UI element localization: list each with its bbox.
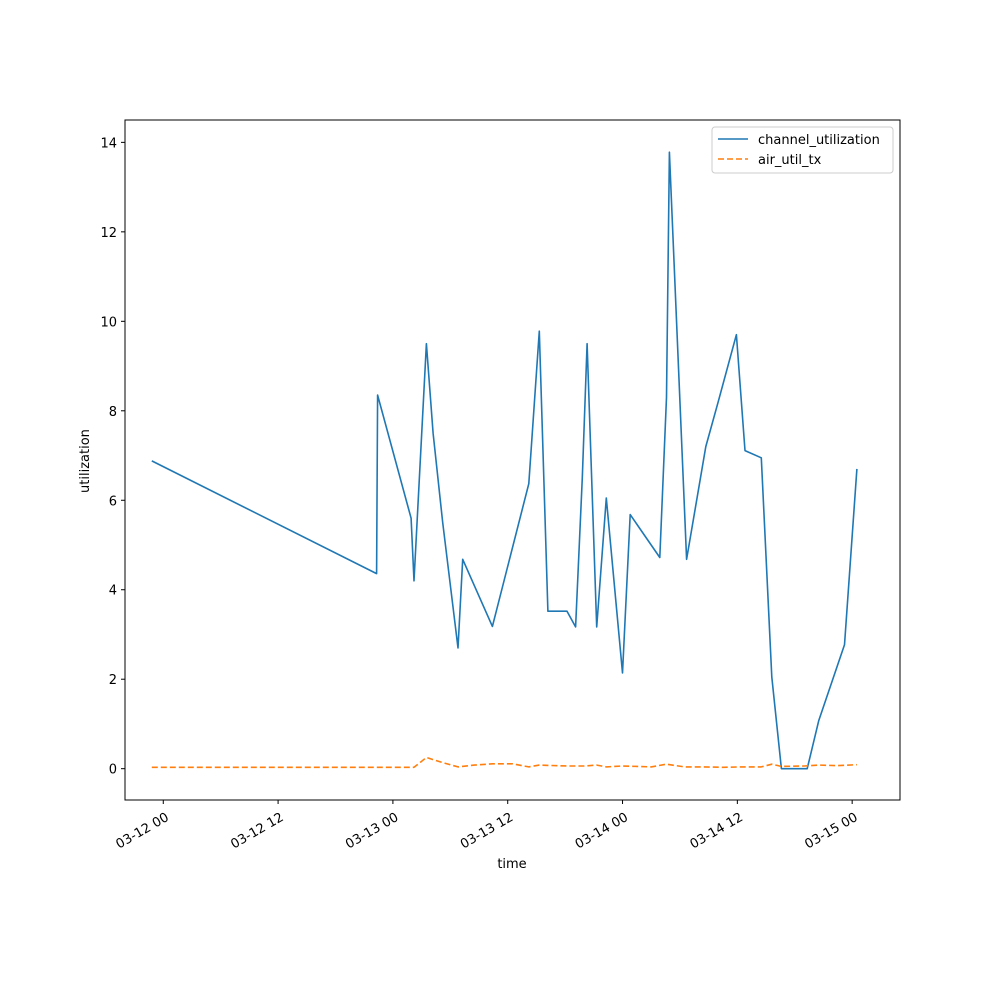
y-tick-label: 14 (100, 136, 117, 151)
series-line-channel-utilization (151, 151, 858, 770)
legend-label-channel-utilization: channel_utilization (758, 133, 880, 148)
x-axis-label: time (497, 857, 526, 872)
series-layer (151, 151, 858, 770)
y-tick-label: 0 (109, 763, 117, 778)
y-tick-label: 2 (109, 673, 117, 688)
y-axis: 0 2 4 6 8 10 12 14 (100, 136, 125, 778)
legend: channel_utilization air_util_tx (711, 126, 894, 174)
y-tick-label: 4 (109, 584, 117, 599)
y-tick-label: 10 (100, 315, 117, 330)
legend-box (711, 126, 894, 174)
legend-label-air-util-tx: air_util_tx (758, 153, 822, 168)
y-tick-label: 8 (109, 405, 117, 420)
plot-frame (124, 119, 901, 801)
y-tick-label: 12 (100, 226, 117, 241)
y-tick-label: 6 (109, 494, 117, 509)
y-axis-label: utilization (78, 429, 93, 493)
